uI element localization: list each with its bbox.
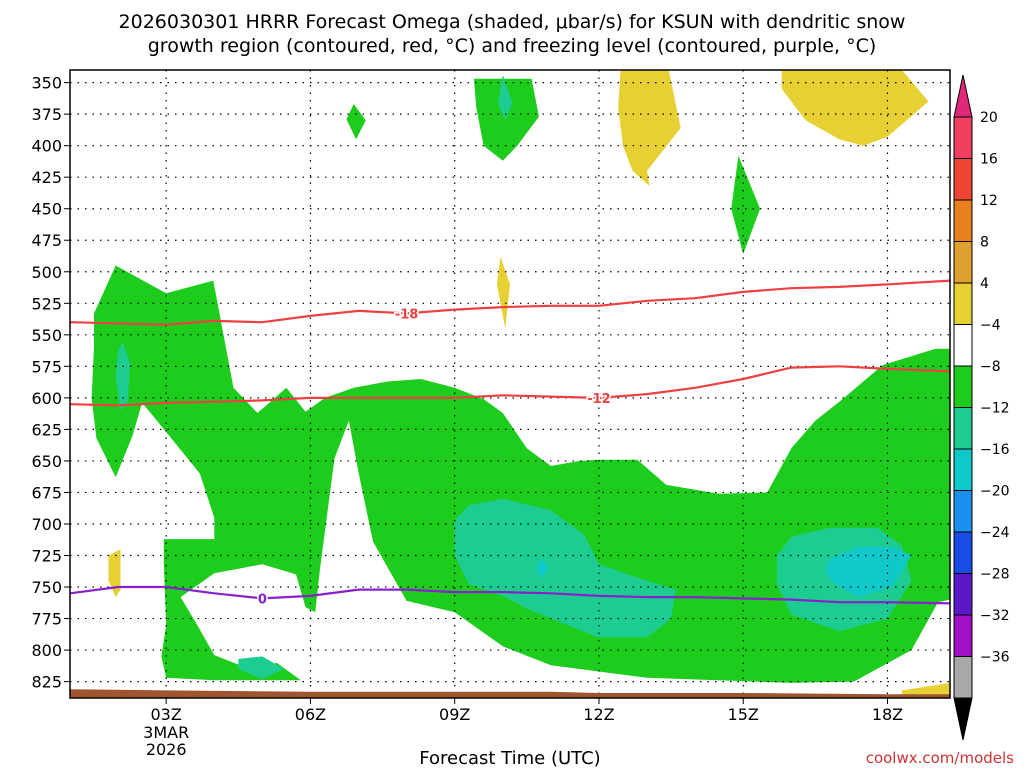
colorbar-level-9: −20 <box>980 484 1010 500</box>
omega-region-3 <box>731 155 761 255</box>
y-tick-label-550: 550 <box>31 326 62 345</box>
x-tick-label-03Z: 03Z <box>151 705 182 724</box>
colorbar-box-5 <box>953 324 973 367</box>
colorbar-box-12 <box>953 614 973 657</box>
chart-title-line2: growth region (contoured, red, °C) and f… <box>148 35 877 57</box>
x-tick-label-09Z: 09Z <box>439 705 470 724</box>
y-tick-label-650: 650 <box>31 452 62 471</box>
omega-region-14 <box>108 549 121 598</box>
colorbar-level-2: 12 <box>980 193 998 209</box>
contours: -18 -12 0 <box>70 279 950 609</box>
colorbar-level-4: 4 <box>980 276 989 292</box>
omega-region-15 <box>901 682 950 698</box>
colorbar-level-5: −4 <box>980 318 1001 334</box>
y-tick-label-600: 600 <box>31 389 62 408</box>
colorbar-level-1: 16 <box>980 152 998 168</box>
y-tick-label-825: 825 <box>31 673 62 692</box>
omega-region-0 <box>91 265 950 683</box>
colorbar-level-12: −32 <box>980 608 1010 624</box>
plot-area: -18 -12 0 350 375 400 425 450 475 500 525 550 575 600… <box>31 69 951 759</box>
terrain-ground <box>70 689 950 698</box>
y-tick-label-525: 525 <box>31 294 62 313</box>
colorbar-level-0: 20 <box>980 110 998 126</box>
colorbar-box-11 <box>953 573 973 616</box>
omega-region-2 <box>346 104 366 140</box>
omega-region-13 <box>497 256 510 329</box>
y-tick-label-375: 375 <box>31 105 62 124</box>
y-tick-label-500: 500 <box>31 263 62 282</box>
y-tick-label-725: 725 <box>31 547 62 566</box>
contour-label-1: -12 <box>587 392 611 407</box>
contour-line-2 <box>70 585 950 605</box>
x-tick-label-18Z: 18Z <box>872 705 903 724</box>
contour-line-0 <box>70 279 950 326</box>
omega-region-9 <box>825 546 912 598</box>
colorbar-box-2 <box>953 199 973 242</box>
omega-region-7 <box>454 498 676 638</box>
y-tick-label-775: 775 <box>31 610 62 629</box>
omega-region-10 <box>536 558 549 580</box>
x-tick-label-15Z: 15Z <box>728 705 759 724</box>
y-tick-label-800: 800 <box>31 641 62 660</box>
omega-region-6 <box>238 656 284 680</box>
colorbar-box-13 <box>953 656 973 699</box>
colorbar-box-8 <box>953 448 973 491</box>
colorbar-bottom-arrow <box>953 697 973 741</box>
colorbar-box-6 <box>953 365 973 408</box>
colorbar-level-3: 8 <box>980 235 989 251</box>
colorbar-box-3 <box>953 241 973 284</box>
contour-label-0: -18 <box>395 307 419 322</box>
y-tick-label-450: 450 <box>31 200 62 219</box>
credit-text: coolwx.com/models <box>866 749 1014 767</box>
colorbar: 20 16 12 8 4 −4 −8 −12 −16 −20 −24 −28 −32 −36 <box>953 74 1010 741</box>
y-tick-label-400: 400 <box>31 137 62 156</box>
x-axis-label: Forecast Time (UTC) <box>419 748 600 768</box>
y-tick-label-675: 675 <box>31 483 62 502</box>
colorbar-level-13: −36 <box>980 650 1010 666</box>
colorbar-box-7 <box>953 407 973 450</box>
y-tick-label-750: 750 <box>31 578 62 597</box>
colorbar-level-7: −12 <box>980 401 1010 417</box>
colorbar-level-11: −28 <box>980 567 1010 583</box>
contour-label-2: 0 <box>258 592 267 607</box>
chart-title-line1: 2026030301 HRRR Forecast Omega (shaded, … <box>119 11 906 33</box>
date-label-year: 2026 <box>146 740 187 759</box>
omega-region-11 <box>618 70 681 186</box>
colorbar-level-6: −8 <box>980 359 1001 375</box>
omega-region-1 <box>473 78 539 161</box>
y-tick-label-625: 625 <box>31 420 62 439</box>
y-tick-label-700: 700 <box>31 515 62 534</box>
omega-shading <box>91 70 950 698</box>
y-tick-label-425: 425 <box>31 168 62 187</box>
colorbar-top-arrow <box>953 74 973 118</box>
colorbar-box-1 <box>953 158 973 201</box>
colorbar-level-8: −16 <box>980 442 1010 458</box>
date-label-day: 3MAR <box>143 723 189 742</box>
x-tick-label-12Z: 12Z <box>583 705 614 724</box>
plot-frame <box>69 69 951 699</box>
contour-line-1 <box>70 365 950 407</box>
omega-region-4 <box>498 75 513 121</box>
colorbar-box-10 <box>953 531 973 574</box>
omega-region-5 <box>115 342 131 411</box>
colorbar-box-4 <box>953 282 973 325</box>
x-tick-label-06Z: 06Z <box>295 705 326 724</box>
y-tick-label-475: 475 <box>31 231 62 250</box>
omega-region-12 <box>781 70 929 146</box>
colorbar-box-9 <box>953 490 973 533</box>
colorbar-box-0 <box>953 116 973 159</box>
y-tick-label-350: 350 <box>31 74 62 93</box>
colorbar-level-10: −24 <box>980 525 1010 541</box>
y-tick-label-575: 575 <box>31 357 62 376</box>
